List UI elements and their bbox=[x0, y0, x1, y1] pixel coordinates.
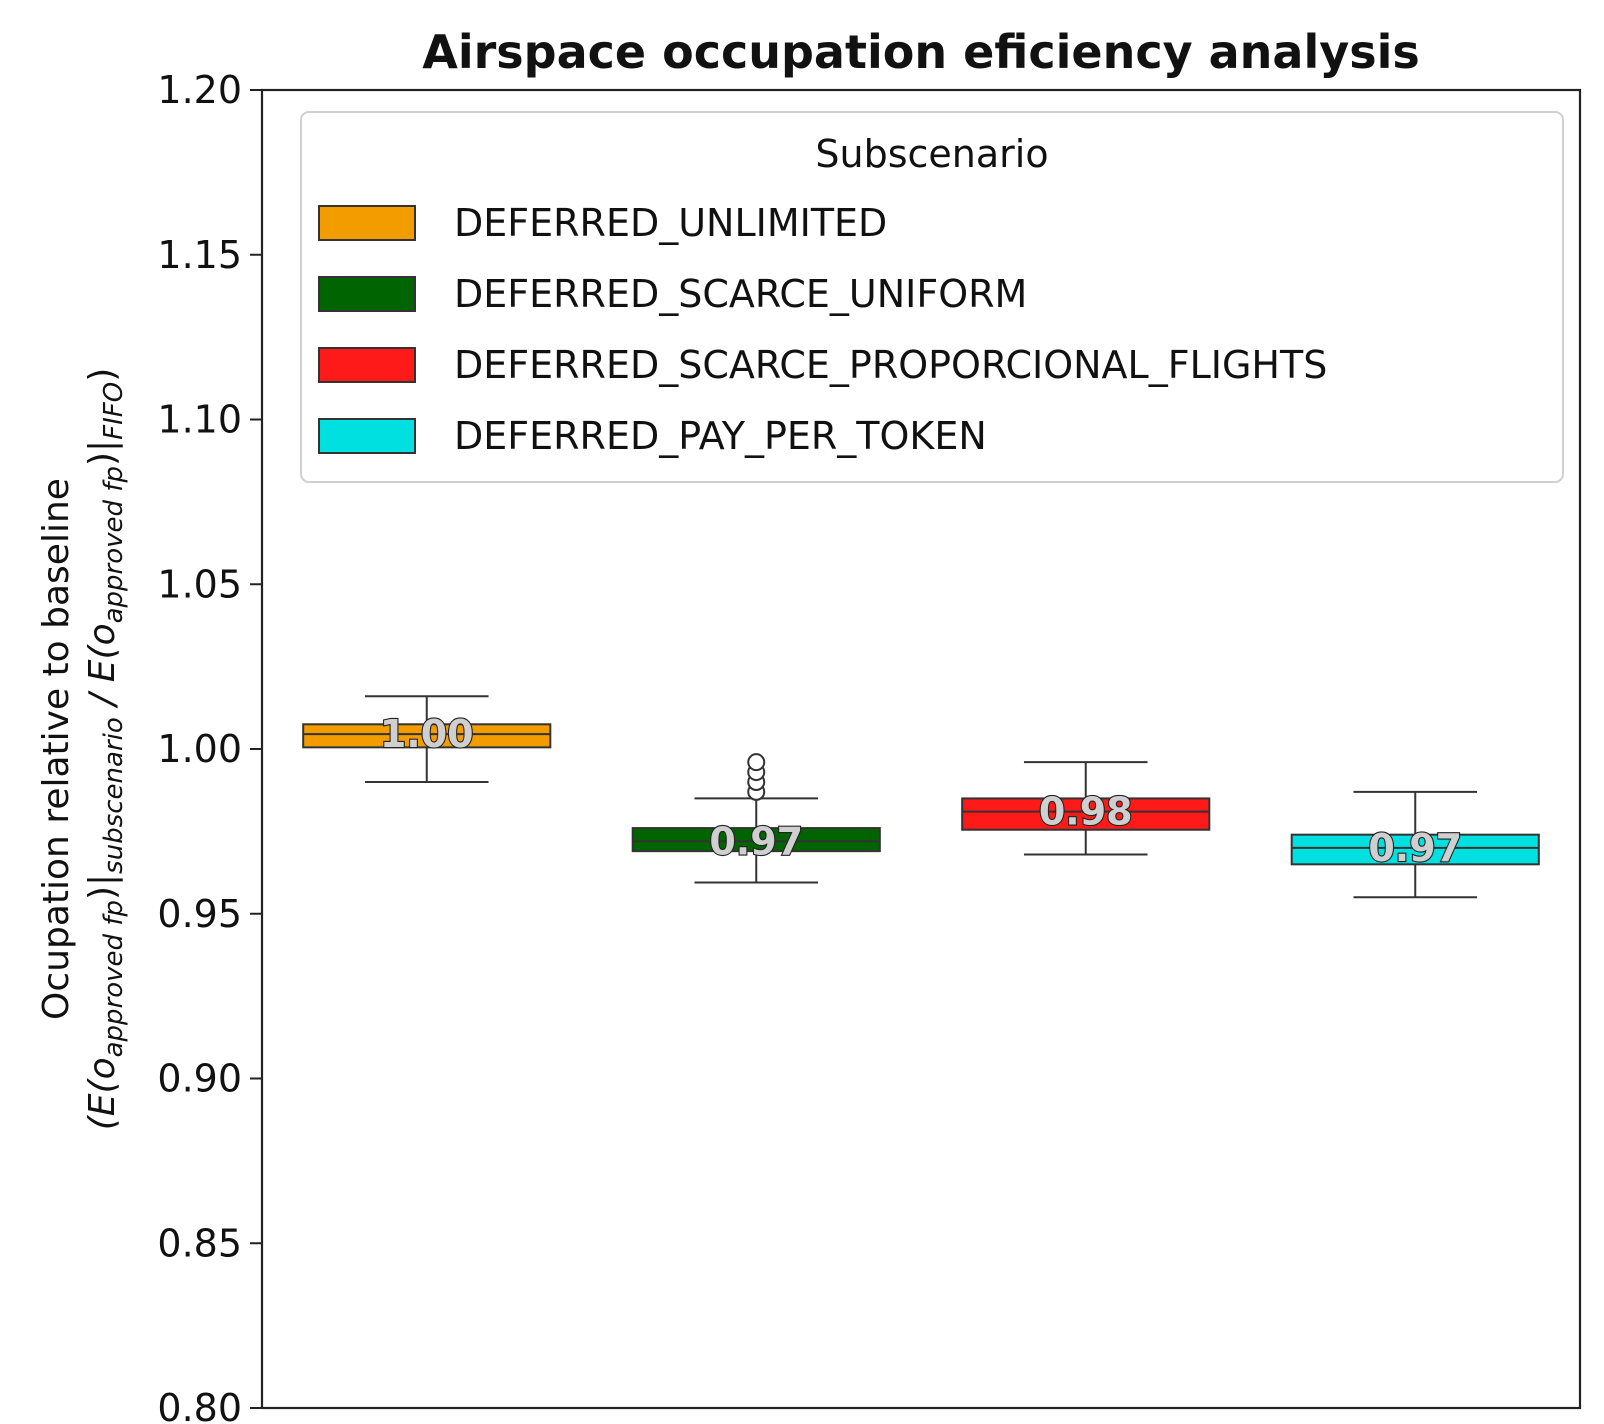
median-value-label: 0.97 bbox=[709, 819, 803, 863]
chart-title: Airspace occupation eficiency analysis bbox=[422, 25, 1420, 79]
legend-label: DEFERRED_UNLIMITED bbox=[454, 201, 887, 245]
y-tick-label: 0.90 bbox=[157, 1057, 242, 1101]
plot-area-frame bbox=[260, 88, 1582, 1410]
y-tick-label: 1.15 bbox=[157, 233, 242, 277]
y-axis-label-part: approved fp bbox=[99, 900, 129, 1057]
legend-label: DEFERRED_SCARCE_PROPORCIONAL_FLIGHTS bbox=[454, 343, 1327, 387]
y-axis: 0.80 0.85 0.90 0.95 1.00 1.05 1.10 1.15 1.20 bbox=[157, 68, 262, 1424]
legend-items: DEFERRED_UNLIMITED DEFERRED_SCARCE_UNIFOR… bbox=[318, 201, 1327, 458]
y-tick-label: 0.80 bbox=[157, 1386, 242, 1424]
legend-entry: DEFERRED_SCARCE_UNIFORM bbox=[318, 272, 1027, 316]
y-axis-label-part: approved fp bbox=[99, 466, 129, 623]
legend-swatch bbox=[318, 347, 416, 383]
legend-frame bbox=[300, 111, 1564, 483]
box-deferred-unlimited: 1.00 bbox=[302, 695, 552, 783]
box-body bbox=[961, 797, 1211, 831]
y-tick-label: 1.00 bbox=[157, 727, 242, 771]
box-body bbox=[1290, 833, 1540, 866]
median-value-label: 0.97 bbox=[1368, 826, 1462, 870]
legend-swatch bbox=[318, 418, 416, 454]
y-tick-label: 0.95 bbox=[157, 892, 242, 936]
median-value-label: 0.98 bbox=[1039, 790, 1133, 834]
y-tick-label: 1.20 bbox=[157, 68, 242, 112]
legend-swatch bbox=[318, 276, 416, 312]
legend-title: Subscenario bbox=[815, 132, 1048, 176]
y-axis-label-part: FIFO bbox=[99, 382, 129, 440]
legend-entry: DEFERRED_UNLIMITED bbox=[318, 201, 887, 245]
y-axis-label-part: (E(o bbox=[82, 1057, 123, 1130]
box-deferred-scarce-proporcional-flights: 0.98 bbox=[961, 761, 1211, 856]
y-axis-label-line1: Ocupation relative to baseline bbox=[36, 478, 77, 1020]
legend-label: DEFERRED_SCARCE_UNIFORM bbox=[454, 272, 1027, 316]
y-axis-label-part: subscenario bbox=[99, 717, 129, 874]
box-body bbox=[302, 723, 552, 749]
y-tick-label: 0.85 bbox=[157, 1221, 242, 1265]
y-axis-label-part: )| bbox=[82, 440, 123, 466]
y-axis-label-part: ) bbox=[82, 368, 123, 382]
legend-entry: DEFERRED_PAY_PER_TOKEN bbox=[318, 414, 987, 458]
box-series-group: 1.00 0.97 0.98 0.97 bbox=[302, 695, 1540, 899]
legend-swatch bbox=[318, 205, 416, 241]
box-deferred-pay-per-token: 0.97 bbox=[1290, 790, 1540, 899]
legend: Subscenario DEFERRED_UNLIMITED DEFERRED_S… bbox=[300, 111, 1564, 483]
y-axis-label-part: )| bbox=[82, 874, 123, 900]
y-tick-label: 1.05 bbox=[157, 562, 242, 606]
outlier-point bbox=[747, 753, 766, 772]
box-body bbox=[631, 827, 881, 853]
legend-entry: DEFERRED_SCARCE_PROPORCIONAL_FLIGHTS bbox=[318, 343, 1327, 387]
box-deferred-scarce-uniform: 0.97 bbox=[631, 753, 881, 884]
median-value-label: 1.00 bbox=[380, 712, 474, 756]
y-axis-label-part: / E(o bbox=[82, 623, 123, 717]
y-axis-label-line2: (E(oapproved fp)|subscenario / E(oapprov… bbox=[82, 368, 129, 1131]
y-axis-label: Ocupation relative to baseline (E(oappro… bbox=[36, 368, 129, 1131]
legend-label: DEFERRED_PAY_PER_TOKEN bbox=[454, 414, 987, 458]
y-tick-label: 1.10 bbox=[157, 398, 242, 442]
